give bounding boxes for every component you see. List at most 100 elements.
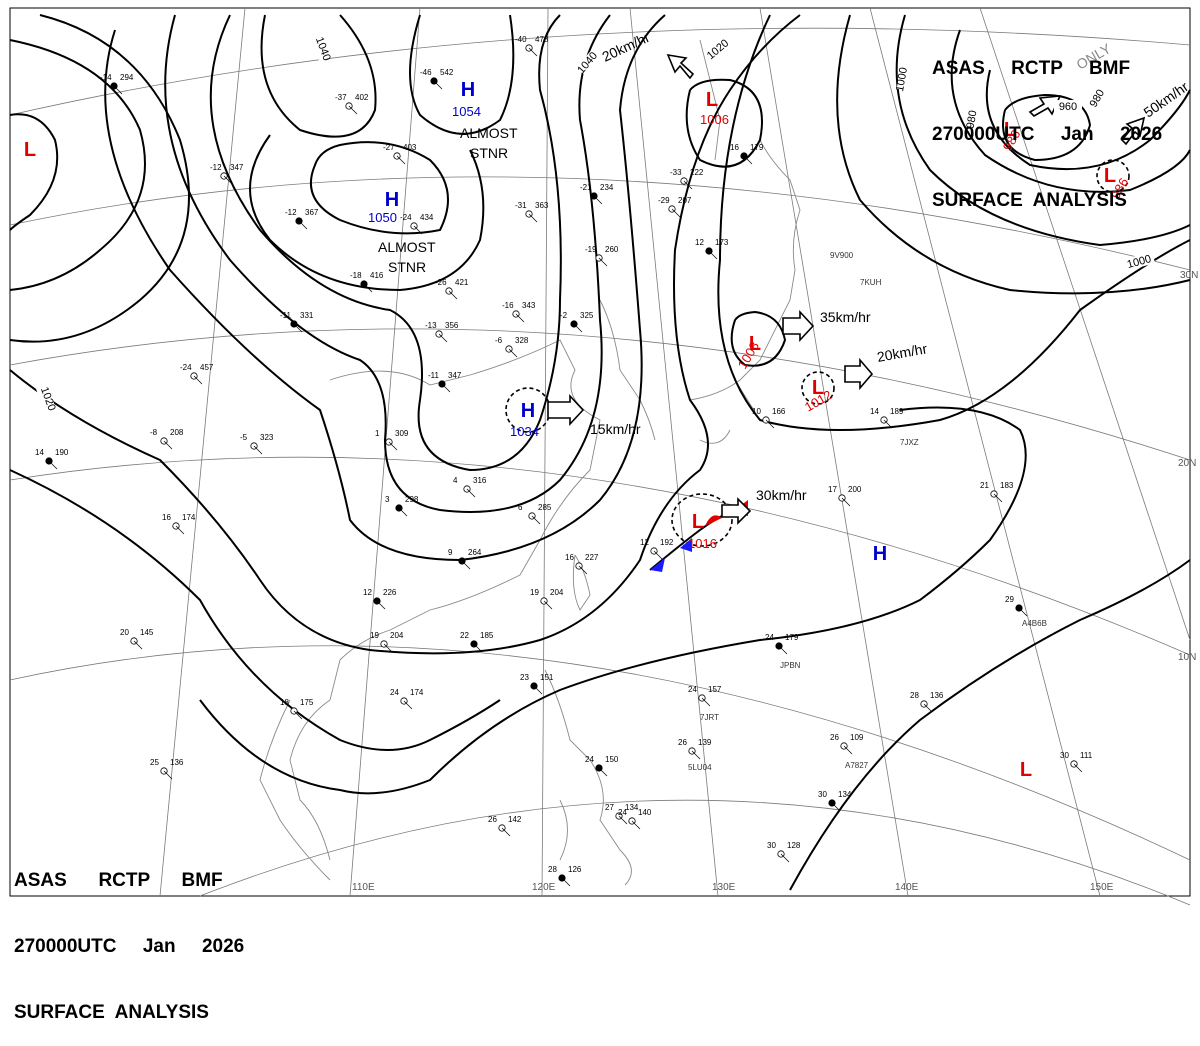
station-temperature: 26 bbox=[678, 738, 687, 747]
station-plot: 25 136 bbox=[150, 758, 184, 780]
wind-barb bbox=[573, 323, 583, 333]
station-pressure: 185 bbox=[480, 631, 494, 640]
station-pressure: 402 bbox=[355, 93, 369, 102]
station-temperature: -19 bbox=[585, 245, 597, 254]
low-pressure-value: 1006 bbox=[700, 112, 729, 127]
station-temperature: 24 bbox=[585, 755, 594, 764]
station-pressure: 421 bbox=[455, 278, 469, 287]
isobar-east-1 bbox=[685, 78, 763, 168]
station-pressure: 457 bbox=[200, 363, 214, 372]
surface-analysis-map: -14 294-37 402-40 478-46 542-27 403-12 347-12 3… bbox=[9, 7, 1198, 906]
footer-block: ASAS RCTP BMF 270000UTC Jan 2026 SURFACE… bbox=[14, 826, 244, 1046]
station-temperature: 3 bbox=[385, 495, 390, 504]
station-pressure: 222 bbox=[690, 168, 704, 177]
wind-barb bbox=[413, 225, 423, 235]
wind-barb bbox=[671, 208, 681, 218]
parallel-30n bbox=[9, 176, 1191, 271]
station-pressure: 309 bbox=[395, 429, 409, 438]
station-temperature: -33 bbox=[670, 168, 682, 177]
dashed-ring-986b bbox=[1096, 159, 1130, 193]
wind-barb bbox=[778, 645, 788, 655]
parallel-40n bbox=[9, 27, 1191, 116]
wind-barb bbox=[701, 697, 711, 707]
high-pressure-value: 1054 bbox=[452, 104, 481, 119]
station-pressure: 363 bbox=[535, 201, 549, 210]
ship-call-sign: JPBN bbox=[780, 661, 801, 670]
station-plot: -29 207 bbox=[658, 196, 692, 218]
wind-barb bbox=[383, 643, 393, 653]
wind-barb bbox=[403, 700, 413, 710]
station-pressure: 126 bbox=[568, 865, 582, 874]
isobar-ring-w bbox=[9, 113, 59, 231]
wind-barb bbox=[528, 47, 538, 57]
station-pressure: 192 bbox=[660, 538, 674, 547]
station-plot: -2 325 bbox=[560, 311, 594, 333]
station-temperature: -11 bbox=[428, 371, 440, 380]
wind-barb bbox=[780, 853, 790, 863]
ship-call-sign: 7JRT bbox=[700, 713, 719, 722]
station-plot: 27 134 bbox=[605, 803, 639, 825]
station-pressure: 174 bbox=[182, 513, 196, 522]
header-line-2: 270000UTC Jan 2026 bbox=[932, 124, 1163, 145]
station-plot: -11 347 bbox=[428, 371, 462, 393]
latitude-label: 10N bbox=[1178, 652, 1196, 663]
high-motion-speed: 15km/hr bbox=[590, 421, 641, 437]
wind-barb bbox=[448, 290, 458, 300]
wind-barb bbox=[193, 375, 203, 385]
station-plot: 30 128 bbox=[767, 841, 801, 863]
station-plot: -12 347 bbox=[210, 163, 244, 185]
station-temperature: 14 bbox=[870, 407, 879, 416]
station-pressure: 150 bbox=[605, 755, 619, 764]
wind-barb bbox=[376, 600, 386, 610]
isobar-big-1 bbox=[209, 14, 562, 472]
isobar-outer-w bbox=[9, 469, 501, 751]
wind-barb bbox=[883, 419, 893, 429]
station-temperature: 16 bbox=[162, 513, 171, 522]
station-temperature: 25 bbox=[150, 758, 159, 767]
station-plot: 29 bbox=[1005, 595, 1028, 617]
station-pressure: 434 bbox=[420, 213, 434, 222]
station-temperature: -11 bbox=[280, 311, 292, 320]
longitude-label: 110E bbox=[352, 882, 375, 893]
wind-barb bbox=[708, 250, 718, 260]
isobar-label-bg bbox=[1087, 80, 1113, 112]
station-temperature: -31 bbox=[515, 201, 527, 210]
isobar-east-6 bbox=[950, 29, 1191, 193]
low-pressure-value: 1016 bbox=[688, 536, 717, 551]
station-temperature: -37 bbox=[335, 93, 347, 102]
ship-call-sign: 9V900 bbox=[830, 251, 854, 260]
meridian-130e bbox=[629, 7, 719, 897]
wind-barb bbox=[113, 85, 123, 95]
station-temperature: -14 bbox=[100, 73, 112, 82]
station-pressure: 142 bbox=[508, 815, 522, 824]
station-temperature: 17 bbox=[828, 485, 837, 494]
station-temperature: -26 bbox=[435, 278, 447, 287]
warm-front-barb bbox=[705, 515, 722, 526]
high-center-letter: H bbox=[385, 189, 399, 211]
station-temperature: 19 bbox=[370, 631, 379, 640]
station-pressure: 173 bbox=[715, 238, 729, 247]
parallel-0 bbox=[9, 645, 1191, 861]
station-plot: 24 150 bbox=[585, 755, 619, 777]
wind-barb bbox=[508, 348, 518, 358]
station-pressure: 111 bbox=[1080, 751, 1093, 760]
station-pressure: 183 bbox=[1000, 481, 1014, 490]
station-temperature: 24 bbox=[618, 808, 627, 817]
map-labels: 110E 120E 130E 140E 150E30N20N10N10401040102… bbox=[34, 30, 1198, 893]
station-temperature: 30 bbox=[818, 790, 827, 799]
wind-barb bbox=[438, 333, 448, 343]
station-pressure: 128 bbox=[787, 841, 801, 850]
station-pressure: 331 bbox=[300, 311, 314, 320]
station-plot: 1 309 bbox=[375, 429, 409, 451]
wind-barb bbox=[531, 515, 541, 525]
ship-call-sign: A4B6B bbox=[1022, 619, 1047, 628]
isobar-label-bg bbox=[896, 61, 914, 91]
station-plot: -27 403 bbox=[383, 143, 417, 165]
wind-barb bbox=[223, 175, 233, 185]
station-plot: -24 457 bbox=[180, 363, 214, 385]
isobar-south-e bbox=[789, 559, 1191, 891]
station-pressure: 285 bbox=[538, 503, 552, 512]
station-pressure: 139 bbox=[698, 738, 712, 747]
station-plot: 19 204 bbox=[370, 631, 404, 653]
isobar-1040-west bbox=[260, 14, 377, 138]
